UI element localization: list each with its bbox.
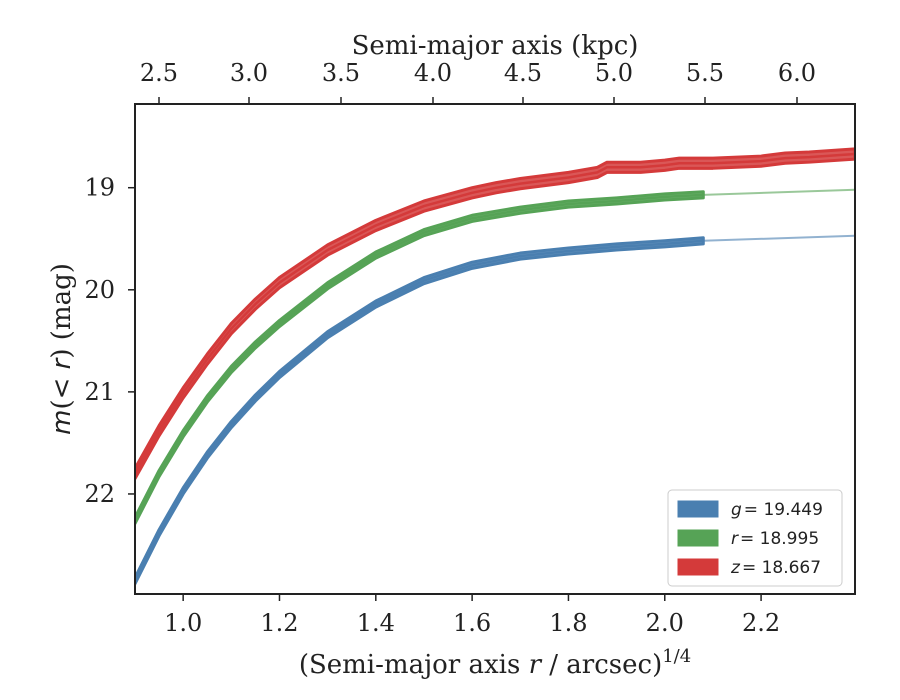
legend-swatch-g bbox=[677, 500, 719, 518]
legend: g = 19.449 r = 18.995 z = 18.667 bbox=[667, 489, 843, 587]
x-top-tick-label: 3.0 bbox=[230, 59, 268, 87]
x-axis-top: 2.5 3.0 3.5 4.0 4.5 5.0 5.5 6.0 bbox=[140, 59, 816, 104]
series-lines bbox=[135, 152, 855, 582]
y-tick-label: 21 bbox=[84, 378, 115, 406]
y-axis-label: m(< r) (mag) bbox=[47, 263, 77, 435]
y-tick-label: 19 bbox=[84, 174, 115, 202]
y-tick-label: 20 bbox=[84, 276, 115, 304]
series-bands bbox=[135, 147, 855, 586]
x-axis-label: (Semi-major axis r / arcsec)1/4 bbox=[299, 646, 691, 680]
x-top-tick-label: 6.0 bbox=[778, 59, 816, 87]
y-axis: 19 20 21 22 bbox=[84, 174, 135, 508]
x-tick-label: 1.8 bbox=[549, 609, 587, 637]
series-line-z bbox=[135, 152, 855, 475]
x-top-axis-label: Semi-major axis (kpc) bbox=[352, 31, 639, 61]
series-line-g bbox=[135, 239, 704, 582]
series-line-r bbox=[135, 193, 704, 522]
legend-label-g: g = 19.449 bbox=[731, 500, 823, 520]
x-top-tick-label: 4.0 bbox=[414, 59, 452, 87]
legend-label-r: r = 18.995 bbox=[731, 529, 819, 549]
extrapolation-g bbox=[703, 234, 855, 242]
x-top-tick-label: 5.0 bbox=[595, 59, 633, 87]
legend-swatch-z bbox=[677, 558, 719, 576]
x-top-tick-label: 4.5 bbox=[504, 59, 542, 87]
band-r bbox=[135, 190, 705, 526]
band-z bbox=[135, 147, 855, 481]
x-tick-label: 1.6 bbox=[453, 609, 491, 637]
legend-label-z: z = 18.667 bbox=[730, 558, 821, 578]
x-tick-label: 1.0 bbox=[164, 609, 202, 637]
x-tick-label: 2.2 bbox=[742, 609, 780, 637]
x-tick-label: 1.4 bbox=[357, 609, 395, 637]
extrapolation-r bbox=[703, 188, 855, 196]
x-tick-label: 1.2 bbox=[260, 609, 298, 637]
x-axis-bottom: 1.0 1.2 1.4 1.6 1.8 2.0 2.2 bbox=[164, 594, 780, 637]
x-top-tick-label: 3.5 bbox=[322, 59, 360, 87]
y-tick-label: 22 bbox=[84, 480, 115, 508]
plot-frame bbox=[134, 103, 856, 595]
legend-swatch-r bbox=[677, 529, 719, 547]
x-tick-label: 2.0 bbox=[646, 609, 684, 637]
band-g bbox=[135, 236, 705, 586]
x-top-tick-label: 2.5 bbox=[140, 59, 178, 87]
x-top-tick-label: 5.5 bbox=[686, 59, 724, 87]
